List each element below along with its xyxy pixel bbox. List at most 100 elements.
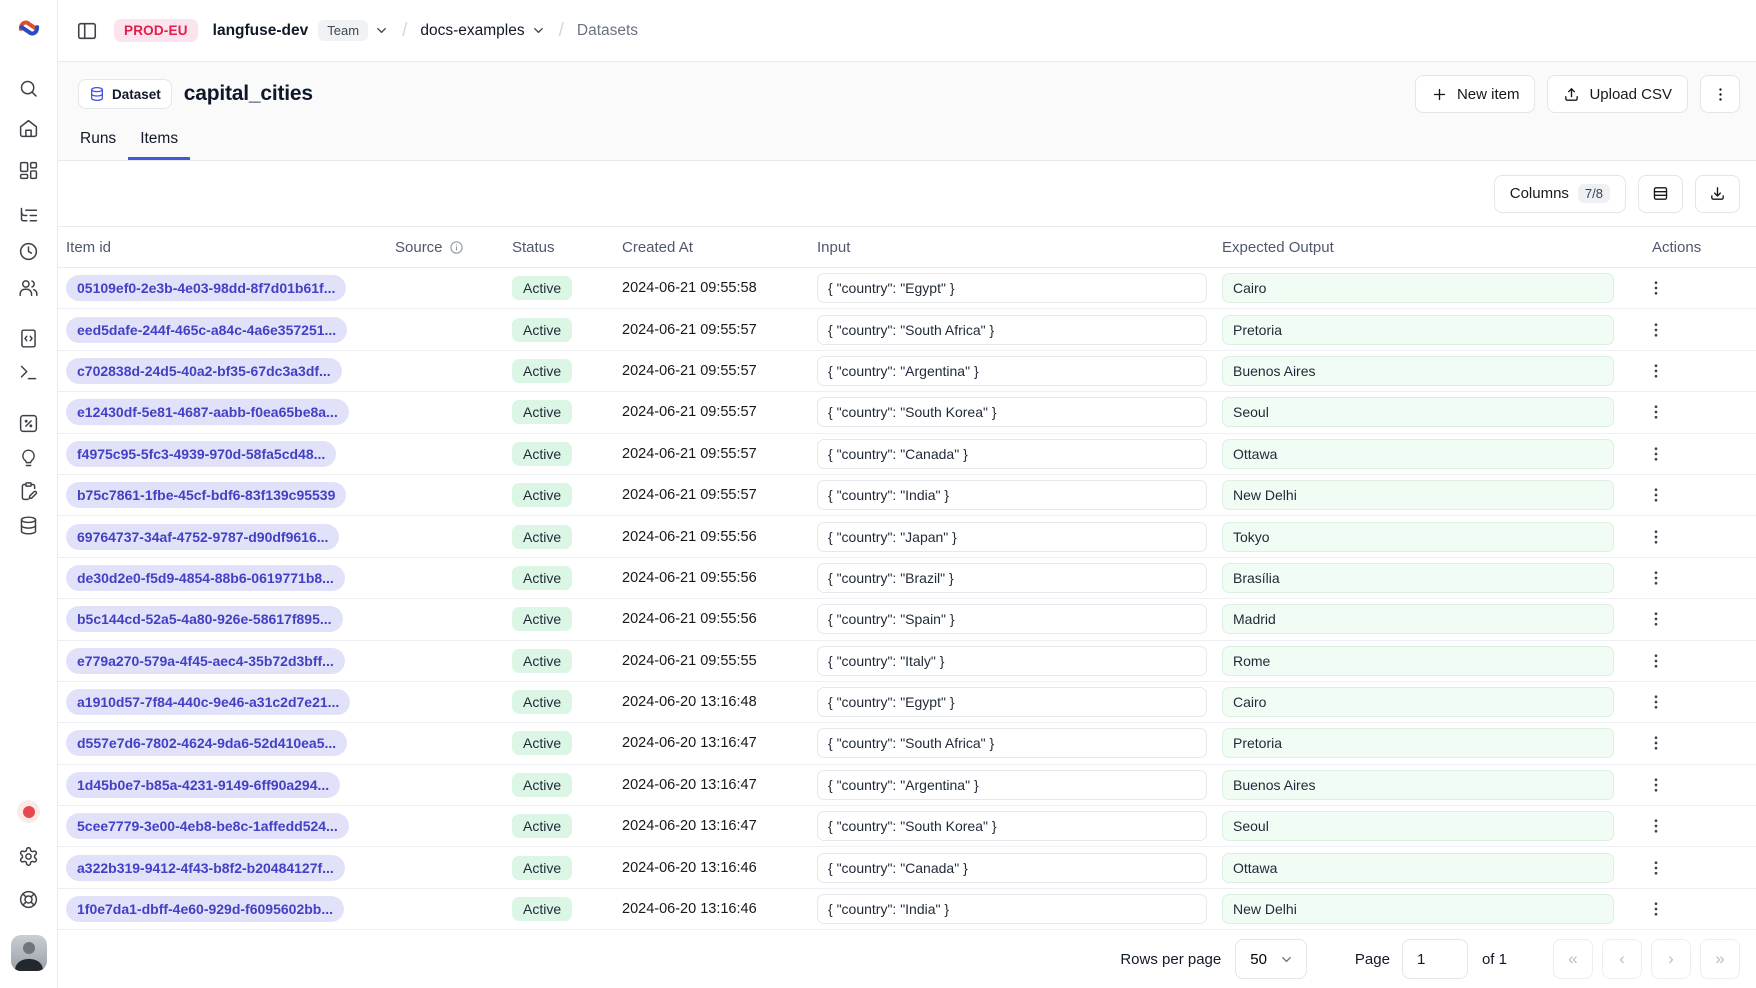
input-cell[interactable]: { "country": "Italy" }	[817, 645, 1207, 676]
item-id-link[interactable]: e12430df-5e81-4687-aabb-f0ea65be8a...	[66, 399, 349, 426]
home-icon[interactable]	[17, 116, 41, 140]
row-actions-button[interactable]	[1642, 729, 1670, 757]
rows-per-page-select[interactable]: 50	[1235, 939, 1307, 980]
item-id-link[interactable]: b75c7861-1fbe-45cf-bdf6-83f139c95539	[66, 482, 347, 509]
row-actions-button[interactable]	[1642, 481, 1670, 509]
evaluation-percent-icon[interactable]	[17, 411, 41, 435]
row-actions-button[interactable]	[1642, 771, 1670, 799]
lightbulb-icon[interactable]	[17, 446, 41, 470]
breadcrumb-project[interactable]: docs-examples	[420, 22, 545, 40]
record-indicator-icon[interactable]	[17, 800, 40, 823]
users-icon[interactable]	[17, 275, 41, 299]
columns-button[interactable]: Columns 7/8	[1493, 174, 1626, 213]
row-actions-button[interactable]	[1642, 274, 1670, 302]
row-height-button[interactable]	[1638, 174, 1683, 213]
prompts-icon[interactable]	[17, 326, 41, 350]
row-actions-button[interactable]	[1642, 688, 1670, 716]
export-button[interactable]	[1695, 174, 1740, 213]
input-cell[interactable]: { "country": "South Korea" }	[817, 397, 1207, 428]
row-actions-button[interactable]	[1642, 647, 1670, 675]
expected-output-cell[interactable]: Pretoria	[1222, 314, 1614, 345]
sessions-clock-icon[interactable]	[17, 239, 41, 263]
expected-output-cell[interactable]: Ottawa	[1222, 852, 1614, 883]
row-actions-button[interactable]	[1642, 605, 1670, 633]
langfuse-logo-icon[interactable]	[16, 0, 42, 56]
row-actions-button[interactable]	[1642, 854, 1670, 882]
row-actions-button[interactable]	[1642, 398, 1670, 426]
prev-page-button[interactable]: ‹	[1602, 939, 1642, 980]
row-actions-button[interactable]	[1642, 357, 1670, 385]
row-actions-button[interactable]	[1642, 523, 1670, 551]
item-id-link[interactable]: f4975c95-5fc3-4939-970d-58fa5cd48...	[66, 440, 337, 467]
avatar[interactable]	[10, 935, 47, 971]
row-actions-button[interactable]	[1642, 440, 1670, 468]
item-id-link[interactable]: 69764737-34af-4752-9787-d90df9616...	[66, 523, 340, 550]
breadcrumb-section[interactable]: Datasets	[576, 21, 639, 39]
item-id-link[interactable]: a322b319-9412-4f43-b8f2-b20484127f...	[66, 854, 345, 881]
expected-output-cell[interactable]: New Delhi	[1222, 894, 1614, 925]
header-more-button[interactable]	[1700, 75, 1740, 113]
row-actions-button[interactable]	[1642, 812, 1670, 840]
expected-output-cell[interactable]: Seoul	[1222, 811, 1614, 842]
tab-items[interactable]: Items	[128, 130, 191, 160]
input-cell[interactable]: { "country": "South Africa" }	[817, 728, 1207, 759]
item-id-link[interactable]: c702838d-24d5-40a2-bf35-67dc3a3df...	[66, 357, 342, 384]
expected-output-cell[interactable]: Seoul	[1222, 397, 1614, 428]
settings-gear-icon[interactable]	[17, 844, 41, 868]
item-id-link[interactable]: a1910d57-7f84-440c-9e46-a31c2d7e21...	[66, 689, 351, 716]
expected-output-cell[interactable]: Cairo	[1222, 687, 1614, 718]
input-cell[interactable]: { "country": "Egypt" }	[817, 273, 1207, 304]
input-cell[interactable]: { "country": "Egypt" }	[817, 687, 1207, 718]
item-id-link[interactable]: eed5dafe-244f-465c-a84c-4a6e357251...	[66, 316, 348, 343]
search-icon[interactable]	[17, 76, 41, 100]
breadcrumb-org[interactable]: langfuse-dev	[212, 21, 309, 39]
tab-runs[interactable]: Runs	[68, 130, 128, 160]
item-id-link[interactable]: de30d2e0-f5d9-4854-88b6-0619771b8...	[66, 564, 345, 591]
row-actions-button[interactable]	[1642, 564, 1670, 592]
item-id-link[interactable]: b5c144cd-52a5-4a80-926e-58617f895...	[66, 606, 343, 633]
expected-output-cell[interactable]: Rome	[1222, 645, 1614, 676]
expected-output-cell[interactable]: Cairo	[1222, 273, 1614, 304]
item-id-link[interactable]: 1d45b0e7-b85a-4231-9149-6ff90a294...	[66, 771, 341, 798]
input-cell[interactable]: { "country": "Brazil" }	[817, 562, 1207, 593]
item-id-link[interactable]: 1f0e7da1-dbff-4e60-929d-f6095602bb...	[66, 896, 344, 923]
input-cell[interactable]: { "country": "Argentina" }	[817, 769, 1207, 800]
info-icon[interactable]	[449, 240, 464, 255]
input-cell[interactable]: { "country": "Canada" }	[817, 438, 1207, 469]
new-item-button[interactable]: New item	[1414, 75, 1536, 113]
dashboards-icon[interactable]	[17, 158, 41, 182]
expected-output-cell[interactable]: Ottawa	[1222, 438, 1614, 469]
item-id-link[interactable]: 5cee7779-3e00-4eb8-be8c-1affedd524...	[66, 813, 349, 840]
expected-output-cell[interactable]: Tokyo	[1222, 521, 1614, 552]
next-page-button[interactable]: ›	[1651, 939, 1691, 980]
sidebar-toggle-icon[interactable]	[76, 20, 98, 42]
item-id-link[interactable]: 05109ef0-2e3b-4e03-98dd-8f7d01b61f...	[66, 275, 347, 302]
input-cell[interactable]: { "country": "South Korea" }	[817, 811, 1207, 842]
input-cell[interactable]: { "country": "Argentina" }	[817, 355, 1207, 386]
row-actions-button[interactable]	[1642, 316, 1670, 344]
item-id-link[interactable]: d557e7d6-7802-4624-9da6-52d410ea5...	[66, 730, 348, 757]
tracing-tree-icon[interactable]	[17, 203, 41, 227]
item-id-link[interactable]: e779a270-579a-4f45-aec4-35b72d3bff...	[66, 647, 345, 674]
input-cell[interactable]: { "country": "Canada" }	[817, 852, 1207, 883]
page-number-input[interactable]	[1401, 939, 1468, 980]
input-cell[interactable]: { "country": "Japan" }	[817, 521, 1207, 552]
expected-output-cell[interactable]: Buenos Aires	[1222, 769, 1614, 800]
input-cell[interactable]: { "country": "South Africa" }	[817, 314, 1207, 345]
org-type-badge[interactable]: Team	[318, 20, 369, 41]
expected-output-cell[interactable]: Brasília	[1222, 562, 1614, 593]
input-cell[interactable]: { "country": "India" }	[817, 894, 1207, 925]
first-page-button[interactable]: «	[1553, 939, 1593, 980]
expected-output-cell[interactable]: New Delhi	[1222, 480, 1614, 511]
expected-output-cell[interactable]: Madrid	[1222, 604, 1614, 635]
input-cell[interactable]: { "country": "India" }	[817, 480, 1207, 511]
row-actions-button[interactable]	[1642, 895, 1670, 923]
datasets-database-icon[interactable]	[17, 513, 41, 537]
expected-output-cell[interactable]: Buenos Aires	[1222, 355, 1614, 386]
expected-output-cell[interactable]: Pretoria	[1222, 728, 1614, 759]
annotation-clipboard-icon[interactable]	[17, 479, 41, 503]
playground-terminal-icon[interactable]	[17, 360, 41, 384]
input-cell[interactable]: { "country": "Spain" }	[817, 604, 1207, 635]
upload-csv-button[interactable]: Upload CSV	[1547, 75, 1688, 113]
last-page-button[interactable]: »	[1700, 939, 1740, 980]
